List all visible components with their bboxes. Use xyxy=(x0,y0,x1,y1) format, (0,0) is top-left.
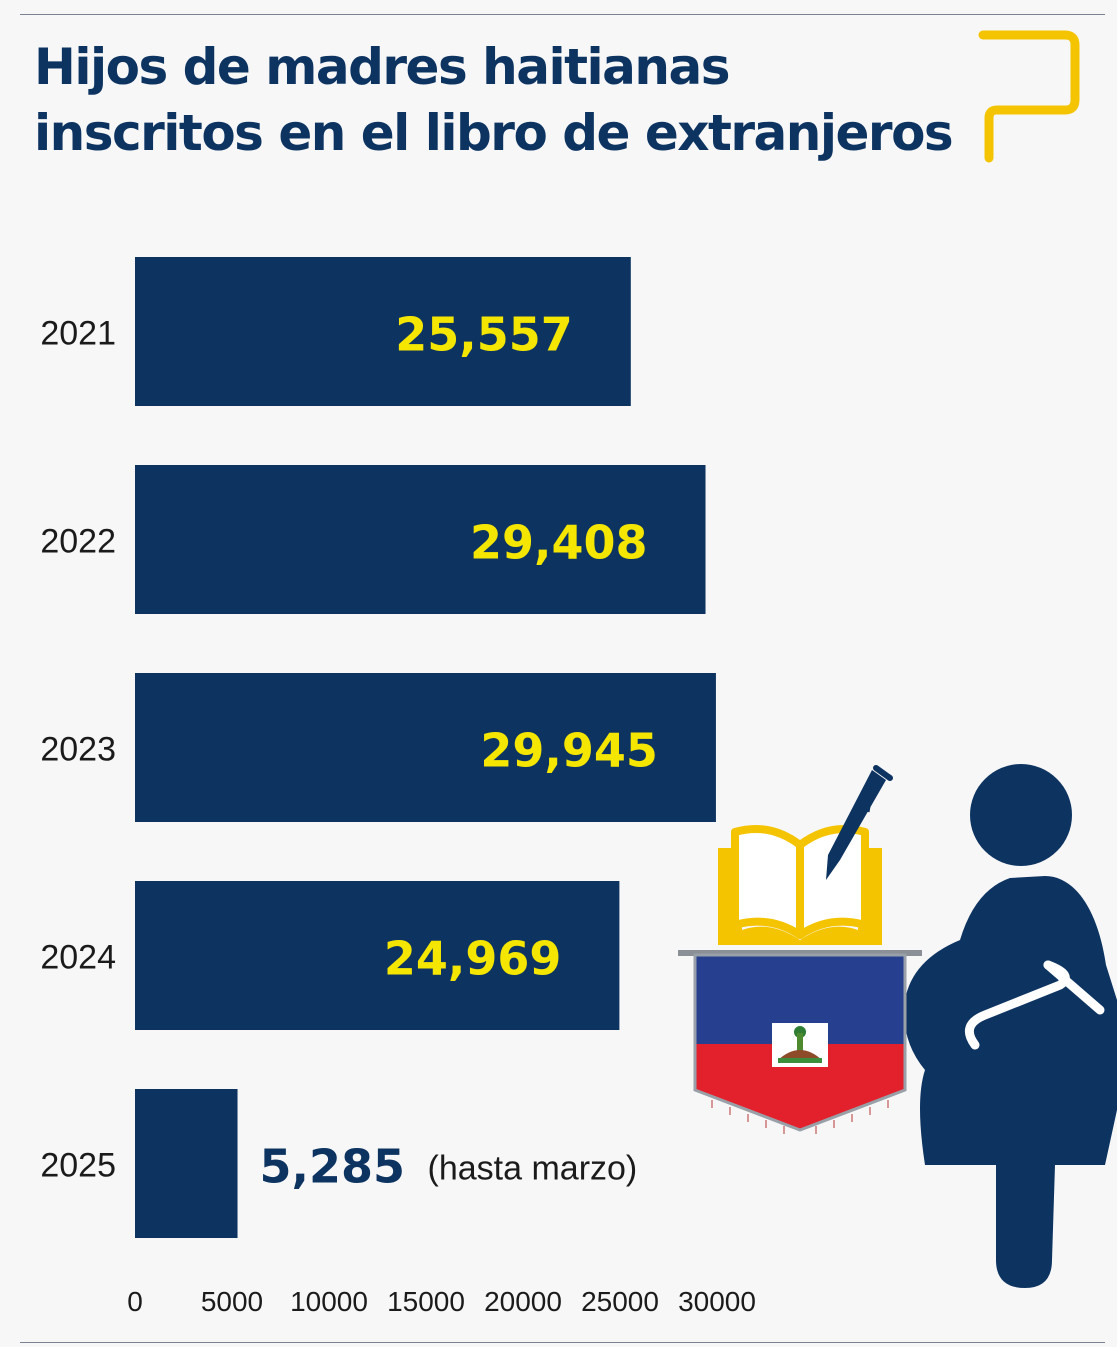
value-label-2022: 29,408 xyxy=(470,516,648,570)
chart-title-line-2: inscritos en el libro de extranjeros xyxy=(34,104,954,162)
bar-2024 xyxy=(135,881,620,1030)
top-rule xyxy=(20,14,1105,15)
chart-title-line-1: Hijos de madres haitianas xyxy=(34,38,730,96)
category-label-2025: 2025 xyxy=(40,1147,116,1185)
x-tick-label: 0 xyxy=(127,1286,143,1317)
bar-2025 xyxy=(135,1089,238,1238)
x-tick-label: 5000 xyxy=(201,1286,263,1317)
annotation-2025: (hasta marzo) xyxy=(428,1150,638,1188)
category-label-2022: 2022 xyxy=(40,523,116,561)
book-icon xyxy=(718,825,882,945)
value-label-2024: 24,969 xyxy=(384,932,562,986)
category-label-2023: 2023 xyxy=(40,731,116,769)
value-label-2025: 5,285 xyxy=(260,1140,406,1194)
category-label-2021: 2021 xyxy=(40,315,116,353)
bar-2023 xyxy=(135,673,716,822)
x-tick-label: 10000 xyxy=(290,1286,368,1317)
category-label-2024: 2024 xyxy=(40,939,116,977)
value-label-2021: 25,557 xyxy=(395,308,573,362)
pen-icon xyxy=(826,765,893,880)
logo-speech-bubble-icon xyxy=(978,30,1080,163)
haiti-flag-pennant-icon xyxy=(678,950,922,1134)
bars: 2021 25,557 2022 29,408 2023 29,945 2024 24,969… xyxy=(40,257,756,1317)
bar-2022 xyxy=(135,465,706,614)
x-tick-label: 15000 xyxy=(387,1286,465,1317)
pregnant-woman-icon xyxy=(904,764,1117,1288)
x-tick-label: 30000 xyxy=(678,1286,756,1317)
value-label-2023: 29,945 xyxy=(480,724,658,778)
x-tick-label: 20000 xyxy=(484,1286,562,1317)
bottom-rule xyxy=(20,1342,1105,1343)
bar-2021 xyxy=(135,257,631,406)
chart-title: Hijos de madres haitianas inscritos en e… xyxy=(34,34,954,166)
x-tick-label: 25000 xyxy=(581,1286,659,1317)
